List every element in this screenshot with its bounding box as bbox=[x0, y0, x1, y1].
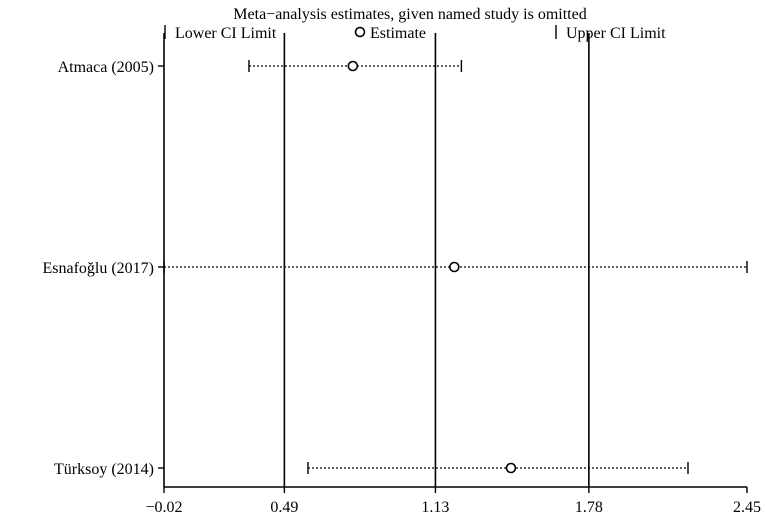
study-label: Atmaca (2005) bbox=[58, 59, 154, 76]
legend-circle-marker bbox=[354, 26, 366, 38]
estimate-point bbox=[449, 261, 460, 273]
study-label: Esnafoğlu (2017) bbox=[42, 260, 154, 277]
x-tick-label: 1.13 bbox=[421, 499, 449, 516]
axes: −0.02 0.49 1.13 1.78 2.45 bbox=[145, 33, 761, 516]
legend-label: Lower CI Limit bbox=[175, 25, 277, 42]
x-tick-label: 1.78 bbox=[575, 499, 603, 516]
legend-label: Upper CI Limit bbox=[566, 25, 666, 42]
legend: Lower CI Limit Estimate Upper CI Limit bbox=[164, 25, 666, 42]
reference-lines bbox=[283, 33, 590, 487]
estimate-point bbox=[505, 462, 517, 474]
x-tick-label: 0.49 bbox=[270, 499, 298, 516]
x-tick-label: −0.02 bbox=[145, 499, 182, 516]
legend-label: Estimate bbox=[370, 25, 426, 42]
study-rows: Atmaca (2005) Esnafoğlu (2017) Türksoy (20… bbox=[42, 59, 748, 478]
x-tick-label: 2.45 bbox=[733, 499, 761, 516]
estimate-point bbox=[347, 60, 359, 72]
chart-title: Meta−analysis estimates, given named stu… bbox=[233, 6, 586, 23]
study-label: Türksoy (2014) bbox=[54, 461, 154, 478]
